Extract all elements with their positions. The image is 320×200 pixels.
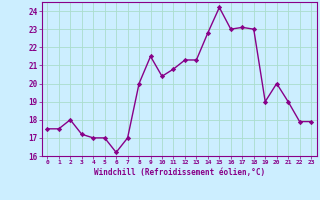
X-axis label: Windchill (Refroidissement éolien,°C): Windchill (Refroidissement éolien,°C) [94, 168, 265, 177]
